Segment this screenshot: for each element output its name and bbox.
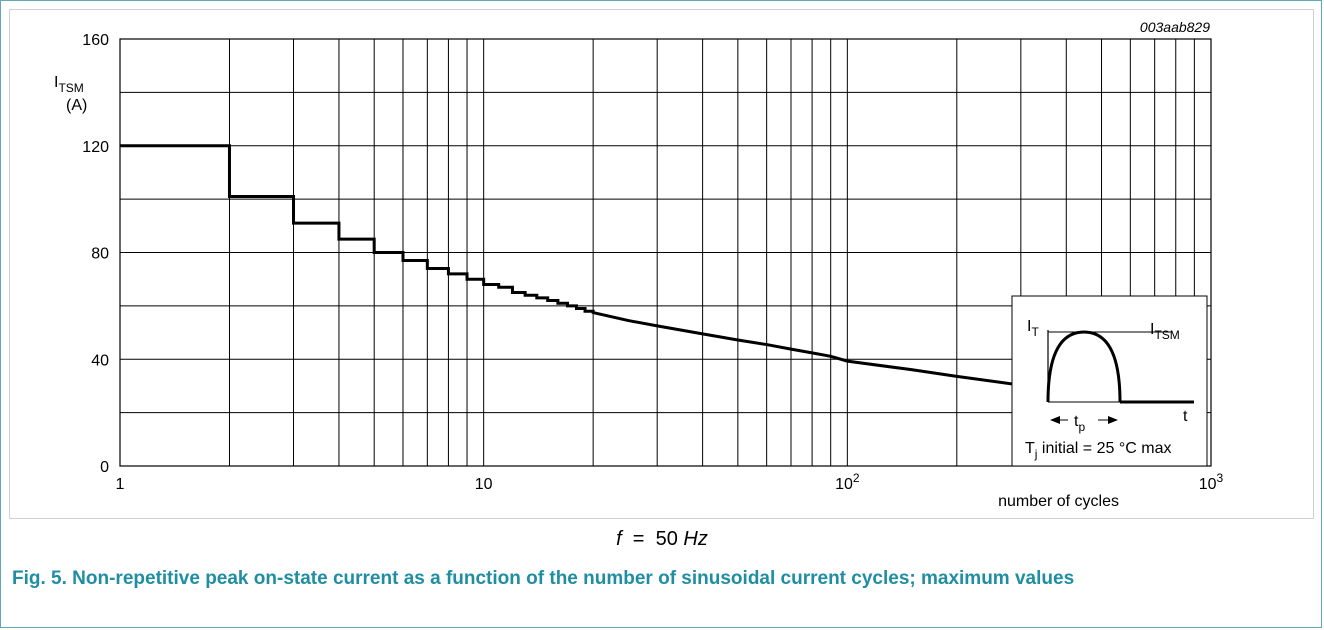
inset-it-label: IT [1027,318,1039,339]
plot-area-border [119,38,1212,467]
y-tick-label: 80 [91,246,109,263]
y-tick-label: 0 [100,459,109,476]
x-tick-label: 102 [835,471,860,493]
inset-tp-arrowhead-right [1108,416,1118,424]
chart-svg: 003aab829 0 40 80 120 160 1 10 102 103 ITSM (A)… [54,19,1224,510]
plot-border [9,9,1314,519]
frequency-value: 50 [655,528,678,550]
y-tick-labels: 0 40 80 120 160 [82,32,109,476]
x-axis-label: number of cycles [998,493,1119,510]
figure-code: 003aab829 [1140,19,1210,35]
y-tick-label: 120 [82,139,109,156]
y-axis-unit: (A) [66,97,87,114]
x-tick-label: 1 [116,476,125,493]
inset-tj-label: Tj initial = 25 °C max [1025,440,1171,461]
series-line-itsm [120,144,1046,390]
series-layer [120,144,1046,390]
inset-tp-label: tp [1074,413,1085,434]
y-axis-label: ITSM [54,74,84,95]
inset-itsm-label: ITSM [1150,321,1180,342]
inset-waveform: IT ITSM t tp Tj initial = 25 °C max [1011,295,1208,467]
frequency-note: f = 50 Hz [0,528,1324,551]
inset-t-label: t [1183,408,1188,425]
inset-box [1011,295,1208,467]
y-tick-label: 40 [91,352,109,369]
frequency-equals: = [632,528,645,550]
x-tick-label: 10 [475,476,493,493]
x-tick-label: 103 [1199,471,1224,493]
y-tick-label: 160 [82,32,109,49]
frequency-symbol: f [616,528,622,550]
grid-lines [119,38,1212,467]
inset-tp-arrowhead-left [1050,416,1060,424]
x-tick-labels: 1 10 102 103 [116,471,1224,493]
inset-half-sine [1046,330,1122,403]
frequency-unit: Hz [683,528,708,550]
figure-caption: Fig. 5. Non-repetitive peak on-state cur… [12,568,1075,589]
